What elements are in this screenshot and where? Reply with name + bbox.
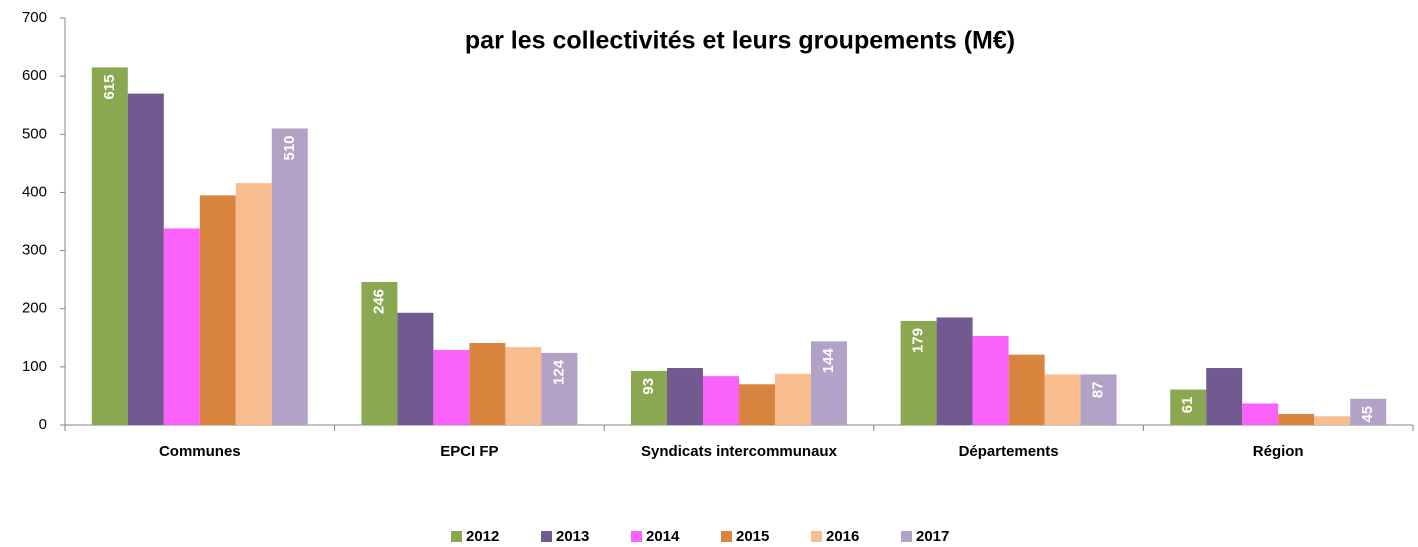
legend-label: 2016 [826, 528, 859, 545]
bar [397, 312, 434, 425]
bar [91, 67, 128, 426]
x-tick-label: Départements [959, 443, 1059, 460]
data-label: 615 [101, 74, 118, 99]
bar [235, 183, 272, 425]
bar [1278, 413, 1315, 425]
bar [972, 336, 1009, 425]
y-tick-label: 200 [22, 300, 47, 317]
bar [361, 281, 398, 425]
y-tick-label: 100 [22, 358, 47, 375]
data-label: 93 [640, 378, 657, 395]
legend-swatch [451, 531, 462, 542]
data-label: 124 [550, 359, 567, 385]
legend-label: 2017 [916, 528, 949, 545]
data-label: 510 [281, 135, 298, 160]
y-tick-label: 300 [22, 242, 47, 259]
chart-title: par les collectivités et leurs groupemen… [465, 27, 1015, 55]
bar [1206, 368, 1243, 425]
legend-swatch [901, 531, 912, 542]
x-tick-label: Syndicats intercommunaux [641, 443, 838, 460]
bar [1044, 374, 1081, 425]
bar [199, 195, 236, 425]
bar [1170, 389, 1207, 425]
legend-label: 2014 [646, 528, 680, 545]
bar [127, 93, 164, 425]
bar [1080, 374, 1117, 425]
bar [631, 370, 667, 425]
bar [271, 128, 308, 425]
x-tick-label: Communes [159, 443, 241, 460]
y-tick-label: 400 [22, 183, 47, 200]
legend-swatch [721, 531, 732, 542]
bar [505, 347, 542, 425]
x-tick-label: EPCI FP [440, 443, 498, 460]
bar [1242, 403, 1279, 425]
y-tick-label: 500 [22, 125, 47, 142]
data-label: 144 [820, 348, 837, 374]
bar [936, 317, 973, 425]
bar [703, 376, 739, 425]
x-tick-label: Région [1253, 443, 1304, 460]
bar [667, 368, 703, 425]
y-tick-label: 600 [22, 67, 47, 84]
bar [469, 343, 506, 425]
data-label: 246 [370, 289, 387, 314]
bar [775, 373, 811, 425]
bar [163, 228, 200, 425]
data-label: 45 [1359, 406, 1376, 423]
legend-swatch [631, 531, 642, 542]
bar [811, 341, 847, 425]
bar [739, 384, 775, 425]
bar [1350, 398, 1387, 425]
bar [900, 320, 937, 425]
data-label: 87 [1090, 381, 1107, 398]
data-label: 61 [1179, 397, 1196, 414]
bar [1314, 416, 1351, 425]
legend-label: 2012 [466, 528, 499, 545]
legend-swatch [811, 531, 822, 542]
bar [541, 352, 578, 425]
legend-label: 2013 [556, 528, 589, 545]
bar [1008, 354, 1045, 425]
legend-label: 2015 [736, 528, 769, 545]
y-tick-label: 700 [22, 9, 47, 26]
legend-swatch [541, 531, 552, 542]
y-tick-label: 0 [39, 416, 47, 433]
data-label: 179 [910, 328, 927, 353]
bar [433, 349, 470, 425]
